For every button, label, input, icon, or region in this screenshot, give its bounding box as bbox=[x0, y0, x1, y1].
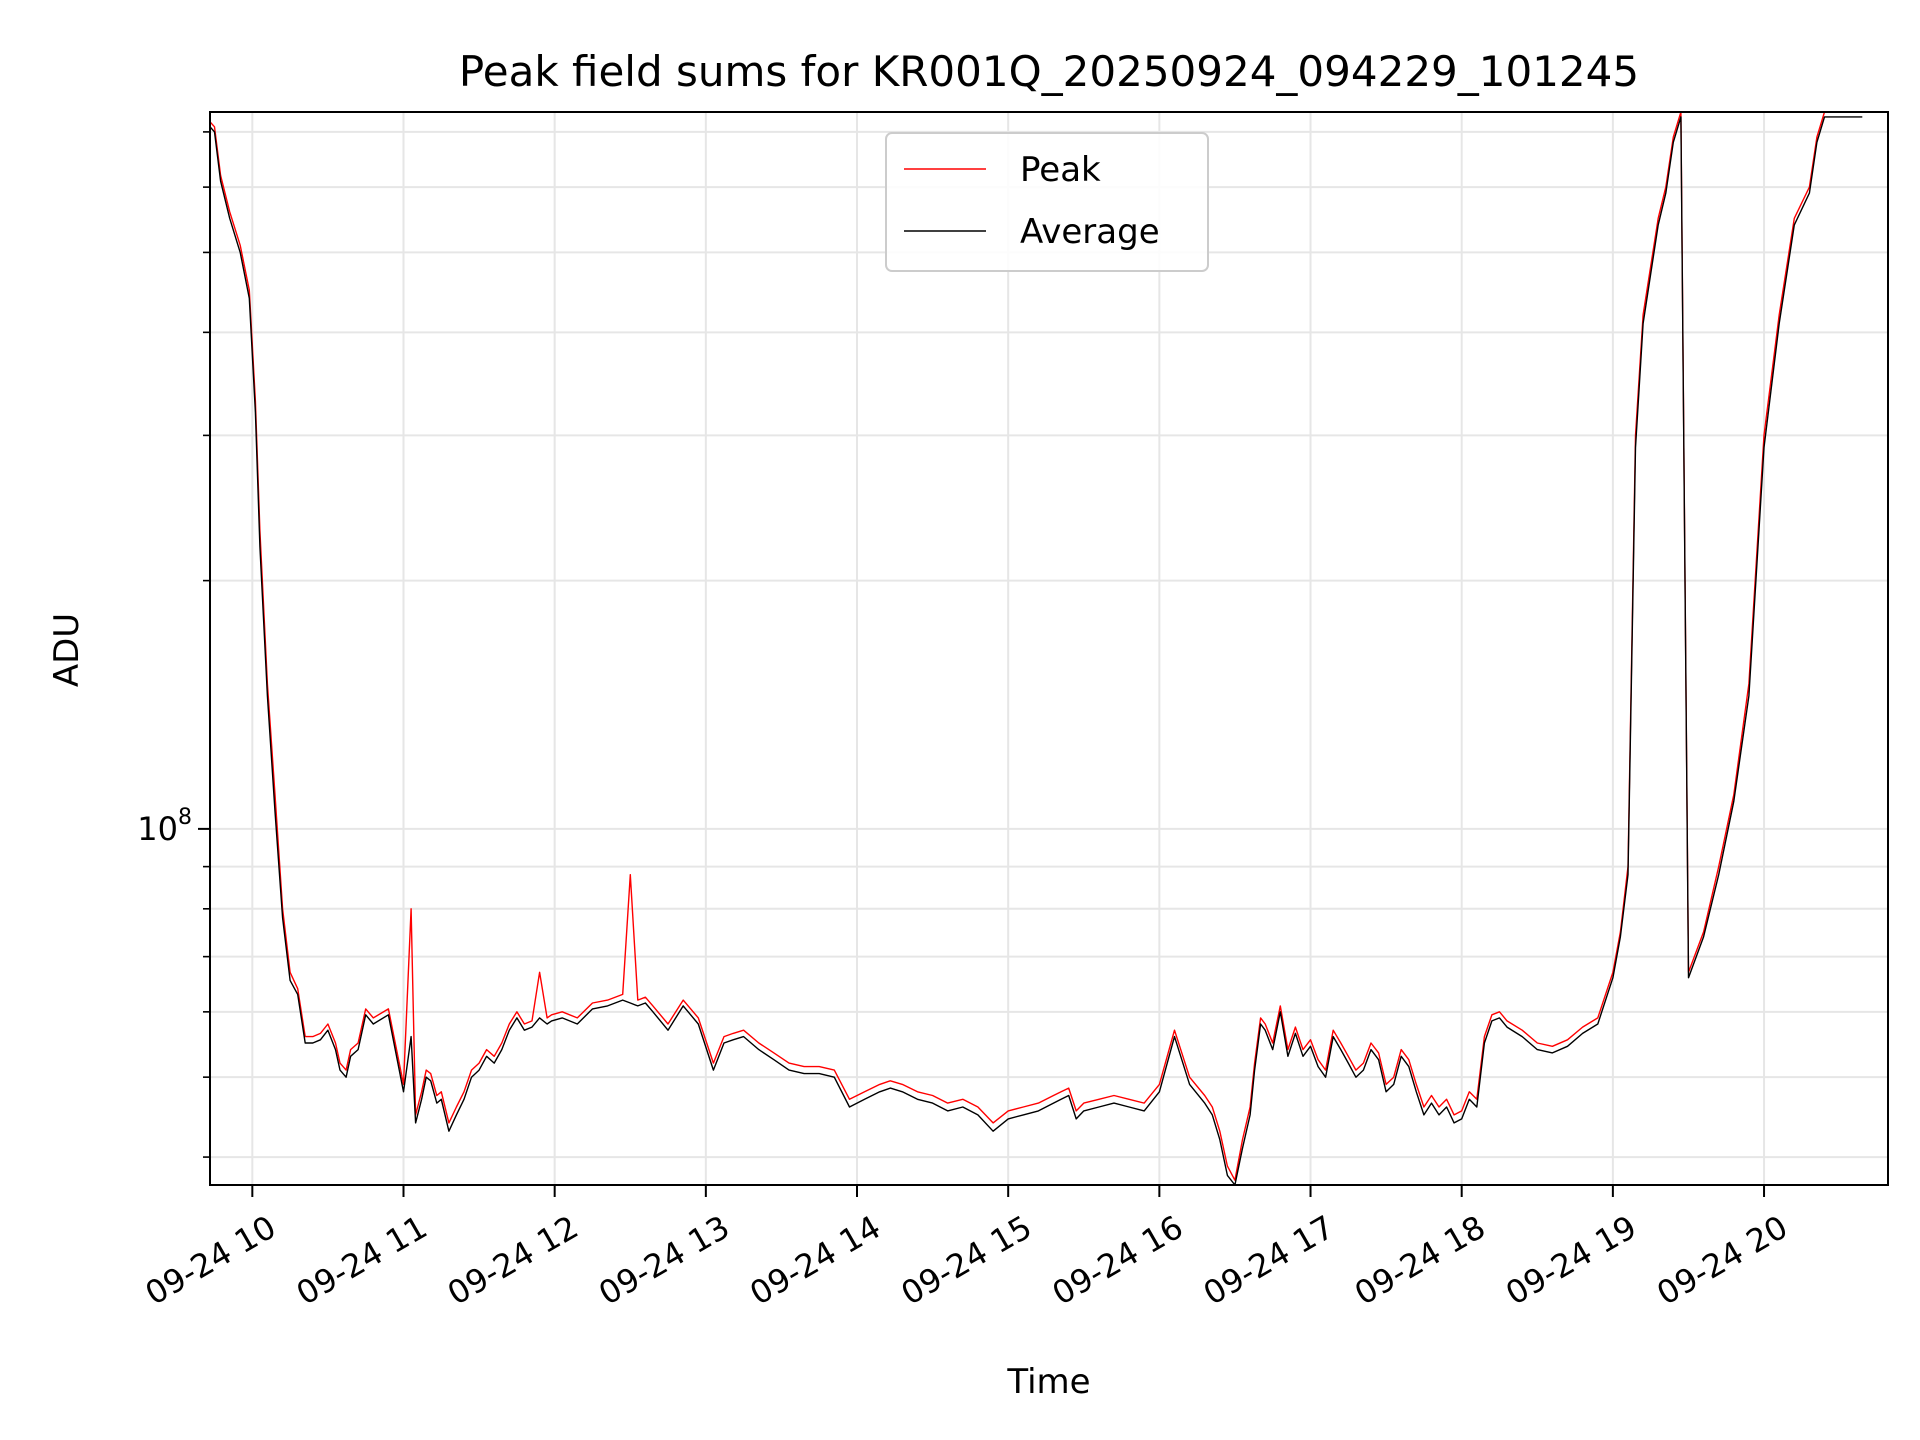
legend-box bbox=[885, 132, 1209, 272]
x-axis-label: Time bbox=[1006, 1362, 1090, 1402]
y-axis-label: ADU bbox=[47, 613, 87, 687]
y-tick-label: 108 bbox=[137, 805, 192, 848]
legend-label-average: Average bbox=[1020, 212, 1160, 252]
plot-area-background bbox=[210, 112, 1888, 1185]
y-tick-label-exponent: 8 bbox=[178, 805, 192, 830]
series-line-average bbox=[209, 116, 1863, 1186]
chart-title: Peak field sums for KR001Q_20250924_0942… bbox=[459, 47, 1639, 96]
series-line-peak bbox=[209, 111, 1863, 1181]
y-axis-ticks: 108 bbox=[137, 131, 210, 1158]
legend-label-peak: Peak bbox=[1020, 150, 1101, 190]
y-tick-label-base: 10 bbox=[137, 810, 178, 848]
legend: Peak Average bbox=[885, 132, 1209, 272]
plot-frame bbox=[209, 111, 1889, 1186]
series-lines bbox=[209, 111, 1863, 1186]
